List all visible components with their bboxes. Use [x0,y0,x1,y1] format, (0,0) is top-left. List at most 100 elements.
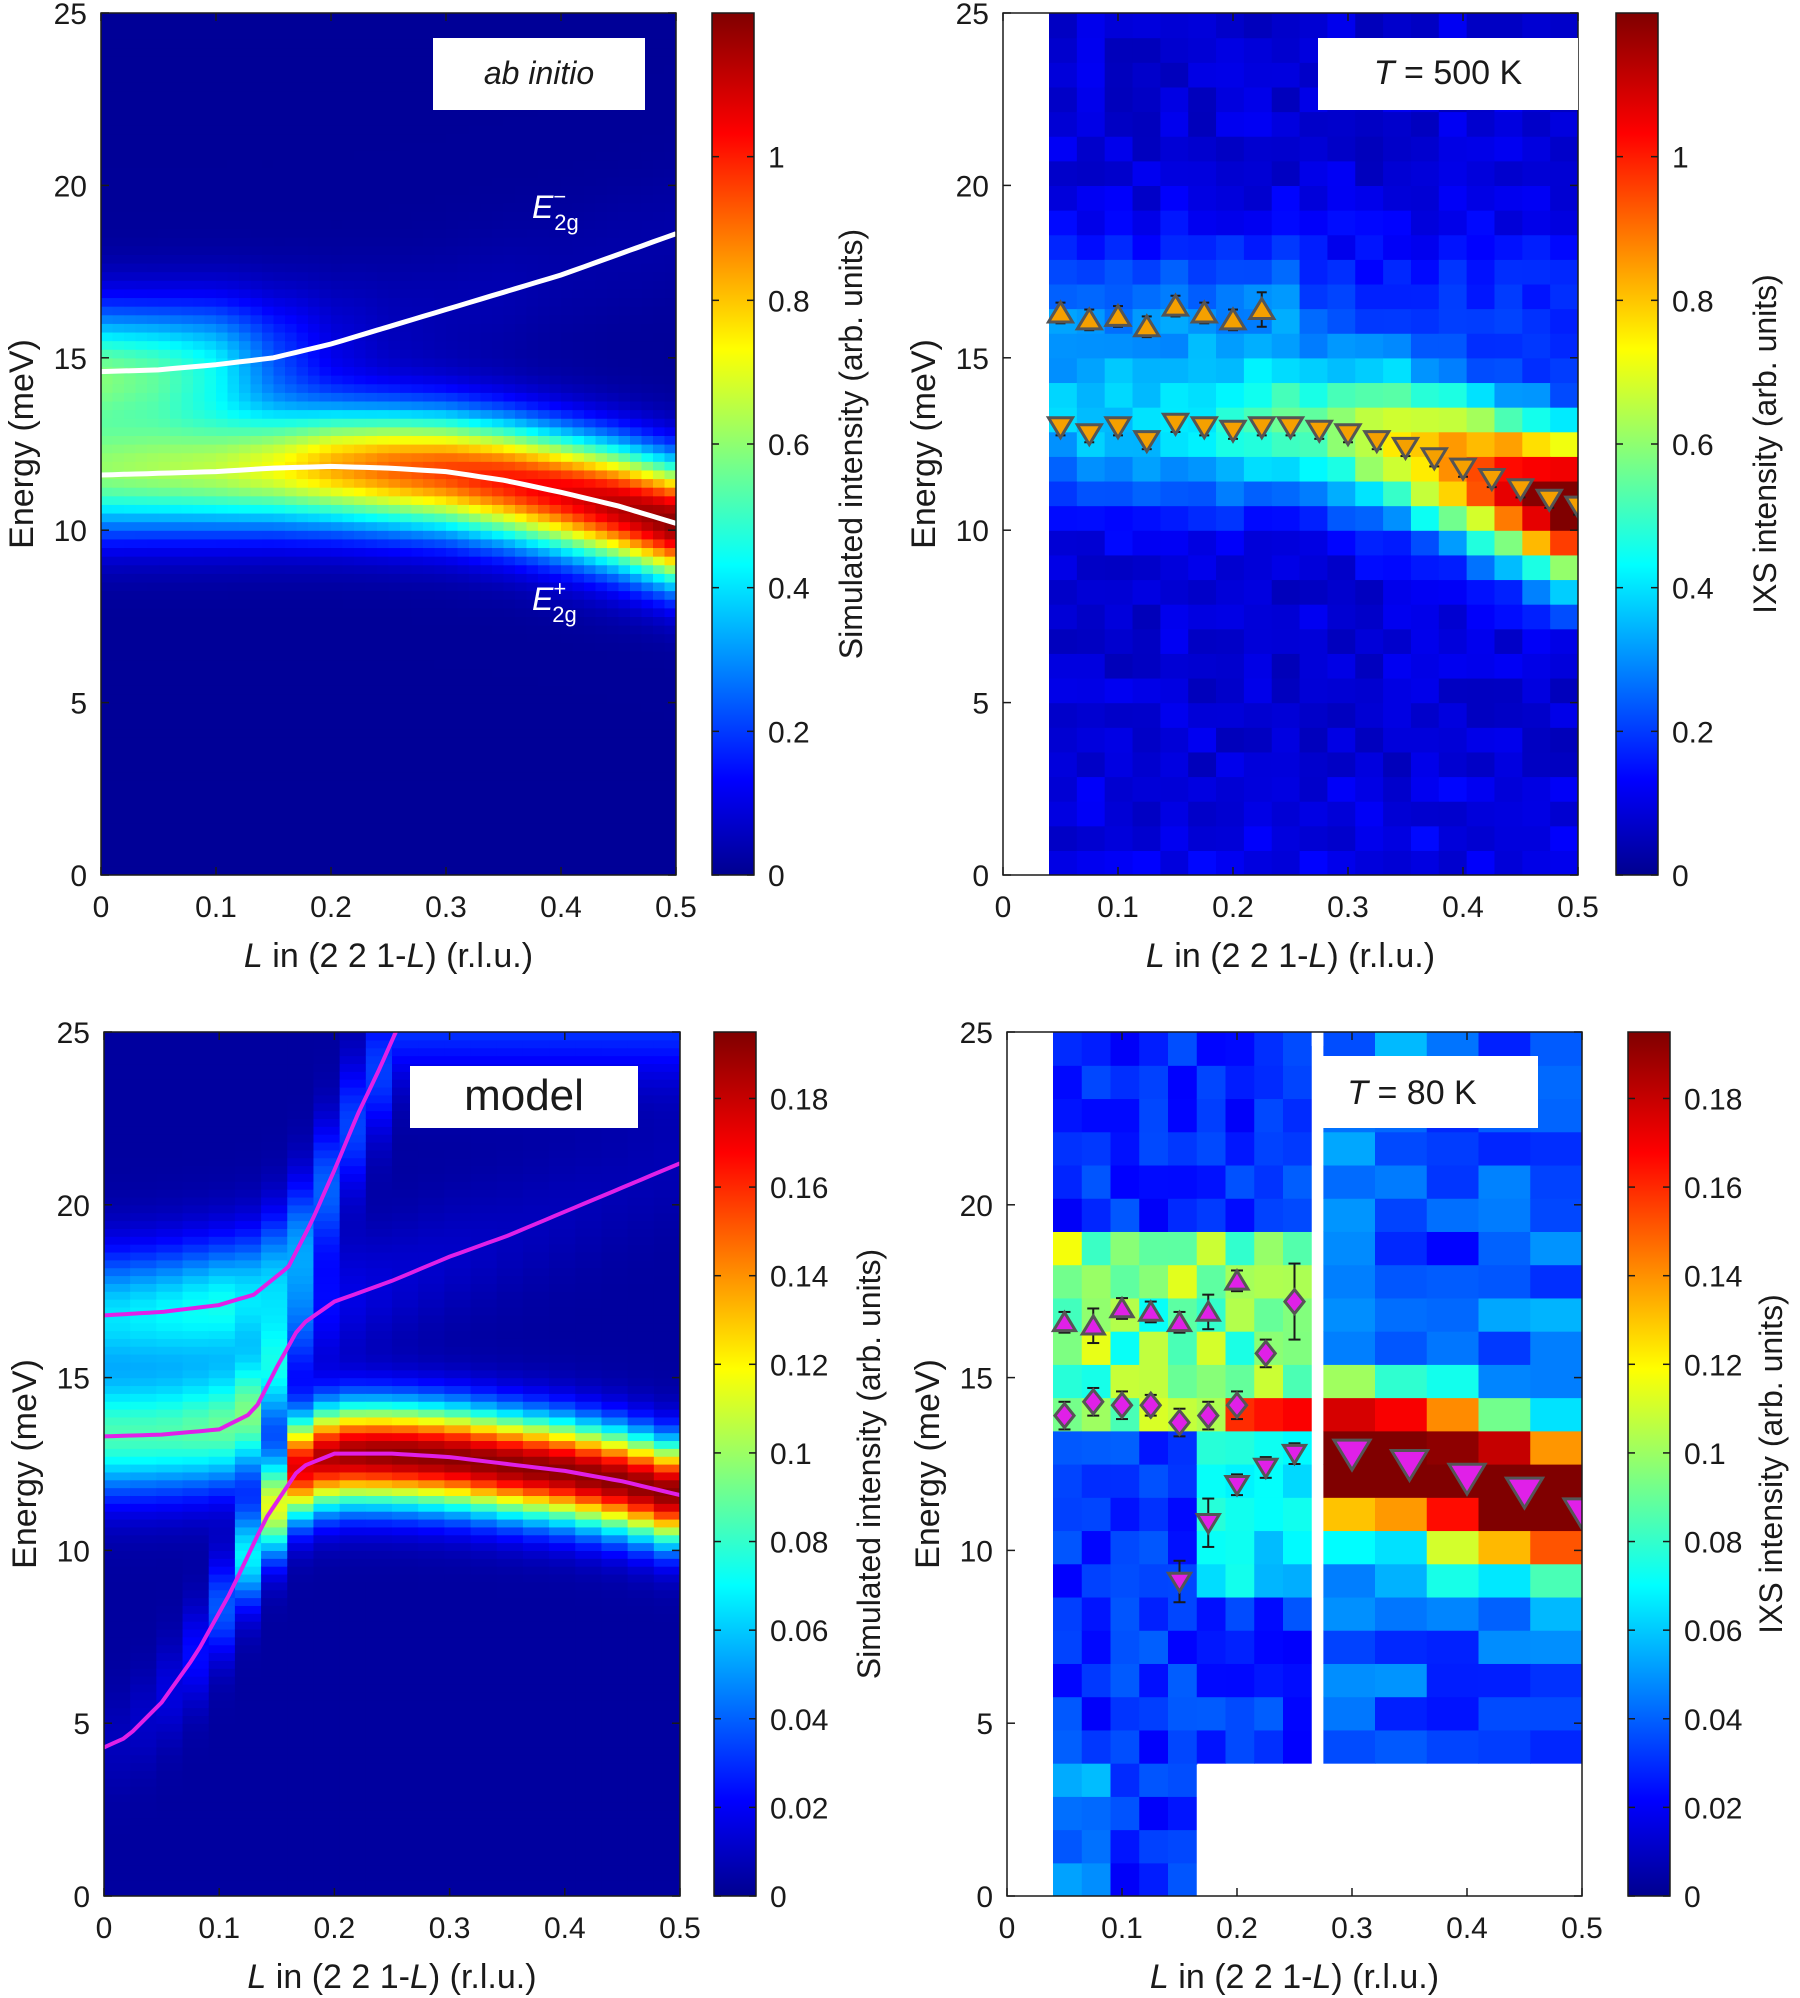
heatmap-cell [181,719,194,730]
heatmap-cell [584,159,597,169]
heatmap-cell [664,142,676,152]
heatmap-cell [354,806,367,816]
heatmap-cell [285,719,298,730]
heatmap-cell [607,314,620,324]
heatmap-cell [492,564,505,574]
heatmap-cell [262,56,275,66]
heatmap-cell [193,573,206,583]
heatmap-cell [492,219,505,230]
heatmap-cell [181,745,194,755]
heatmap-cell [595,452,608,462]
heatmap-cell [124,340,137,350]
heatmap-cell [503,797,516,807]
heatmap-cell [262,616,275,626]
heatmap-cell [112,38,125,49]
heatmap-cell [630,444,643,454]
heatmap-cell [285,99,298,109]
heatmap-cell [262,495,275,505]
heatmap-cell [285,823,298,833]
heatmap-cell [101,392,114,402]
heatmap-cell [170,228,183,238]
heatmap-cell [331,685,344,695]
heatmap-cell [607,547,620,557]
heatmap-cell [193,30,206,40]
heatmap-cell [262,745,275,755]
heatmap-cell [296,38,309,49]
heatmap-cell [561,504,574,514]
heatmap-cell [388,616,401,626]
heatmap-cell [181,400,194,411]
heatmap-cell [641,693,654,704]
heatmap-cell [181,142,194,152]
heatmap-cell [618,478,631,488]
heatmap-cell [181,495,194,505]
heatmap-cell [457,254,470,264]
heatmap-cell [595,426,608,436]
heatmap-cell [308,81,321,92]
heatmap-cell [561,668,574,678]
heatmap-cell [342,831,355,842]
heatmap-cell [411,849,424,859]
heatmap-cell [480,211,493,221]
heatmap-cell [572,642,585,652]
heatmap-cell [158,271,171,281]
heatmap-cell [595,237,608,247]
heatmap-cell [262,340,275,350]
heatmap-cell [101,288,114,299]
heatmap-cell [354,418,367,428]
heatmap-cell [170,64,183,74]
heatmap-cell [354,168,367,178]
heatmap-cell [572,831,585,842]
heatmap-cell [446,556,459,566]
heatmap-cell [423,418,436,428]
heatmap-cell [112,245,125,255]
heatmap-cell [262,271,275,281]
heatmap-cell [561,219,574,230]
heatmap-cell [170,564,183,574]
heatmap-cell [653,409,666,419]
heatmap-cell [262,107,275,118]
heatmap-cell [308,504,321,514]
heatmap-cell [273,271,286,281]
heatmap-cell [296,168,309,178]
heatmap-cell [365,547,378,557]
heatmap-cell [584,831,597,842]
heatmap-cell [124,797,137,807]
heatmap-cell [147,857,160,867]
heatmap-cell [653,831,666,842]
heatmap-cell [365,262,378,273]
heatmap-cell [308,107,321,118]
heatmap-cell [204,21,217,31]
heatmap-cell [549,202,562,212]
heatmap-cell [147,150,160,161]
heatmap-cell [618,495,631,505]
heatmap-cell [331,38,344,49]
heatmap-cell [319,590,332,600]
heatmap-cell [434,538,447,549]
heatmap-cell [515,211,528,221]
heatmap-cell [434,185,447,195]
heatmap-cell [526,21,539,31]
heatmap-cell [492,237,505,247]
heatmap-cell [285,625,298,635]
heatmap-cell [607,452,620,462]
heatmap-cell [216,271,229,281]
heatmap-cell [469,194,482,204]
heatmap-cell [423,392,436,402]
heatmap-cell [446,823,459,833]
heatmap-cell [664,211,676,221]
heatmap-cell [216,237,229,247]
heatmap-cell [423,426,436,436]
heatmap-cell [158,150,171,161]
heatmap-cell [124,418,137,428]
heatmap-cell [492,168,505,178]
heatmap-cell [549,659,562,669]
heatmap-cell [158,625,171,635]
heatmap-cell [158,81,171,92]
heatmap-cell [653,219,666,230]
heatmap-cell [147,780,160,790]
heatmap-cell [607,202,620,212]
heatmap-cell [388,30,401,40]
heatmap-cell [538,340,551,350]
heatmap-cell [595,780,608,790]
